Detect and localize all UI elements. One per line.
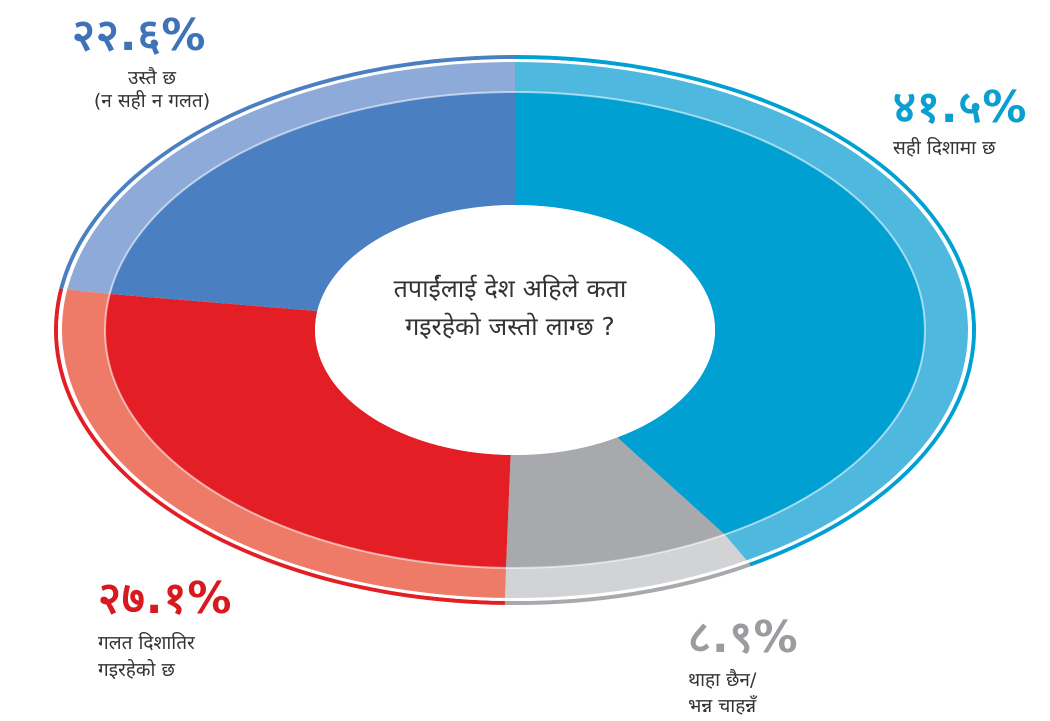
slice-right [515, 92, 926, 535]
center-question: तपाईंलाई देश अहिले कता गइरहेको जस्तो लाग… [300, 270, 720, 345]
separator-group [104, 91, 926, 569]
slice-rim-unknown [505, 534, 747, 598]
label-wrong: २७.१% गलत दिशातिर गइरहेको छ [98, 573, 232, 685]
label-unknown: ८.९% थाहा छैन/ भन्न चाहन्नँ [688, 612, 799, 720]
label-unknown-value: ८.९% [688, 612, 799, 663]
label-same-text: उस्तै छ (न सही न गलत) [72, 67, 232, 113]
slice-rim-wrong [62, 289, 506, 598]
center-question-line1: तपाईंलाई देश अहिले कता [393, 274, 627, 303]
label-wrong-line1: गलत दिशातिर [98, 631, 195, 654]
label-unknown-text: थाहा छैन/ भन्न चाहन्नँ [688, 667, 799, 720]
label-wrong-line2: गइरहेको छ [98, 659, 175, 682]
rim-sheen [104, 91, 926, 569]
slice-rim-same [67, 62, 516, 294]
label-same-value: २२.६% [72, 10, 207, 61]
slice-wrong [104, 293, 511, 568]
label-same: २२.६% उस्तै छ (न सही न गलत) [72, 10, 232, 112]
outer-rings [53, 55, 977, 605]
label-wrong-value: २७.१% [98, 573, 233, 624]
center-question-line2: गइरहेको जस्तो लाग्छ ? [405, 311, 615, 341]
label-same-line2: (न सही न गलत) [93, 89, 211, 112]
center-hole [315, 205, 715, 455]
label-same-line1: उस्तै छ [128, 66, 176, 89]
rim-group [62, 62, 968, 598]
label-unknown-line2: भन्न चाहन्नँ [688, 695, 757, 718]
label-right-value: ४१.५% [893, 82, 1028, 133]
slice-group [104, 92, 926, 568]
label-unknown-line1: थाहा छैन/ [688, 668, 757, 691]
slice-same [109, 92, 515, 312]
label-right-line1: सही दिशामा छ [893, 136, 996, 159]
label-right: ४१.५% सही दिशामा छ [893, 82, 1027, 160]
slice-rim-right [515, 62, 968, 561]
outer-ring-unknown [504, 562, 751, 605]
label-wrong-text: गलत दिशातिर गइरहेको छ [98, 630, 232, 685]
slice-unknown [505, 437, 725, 568]
